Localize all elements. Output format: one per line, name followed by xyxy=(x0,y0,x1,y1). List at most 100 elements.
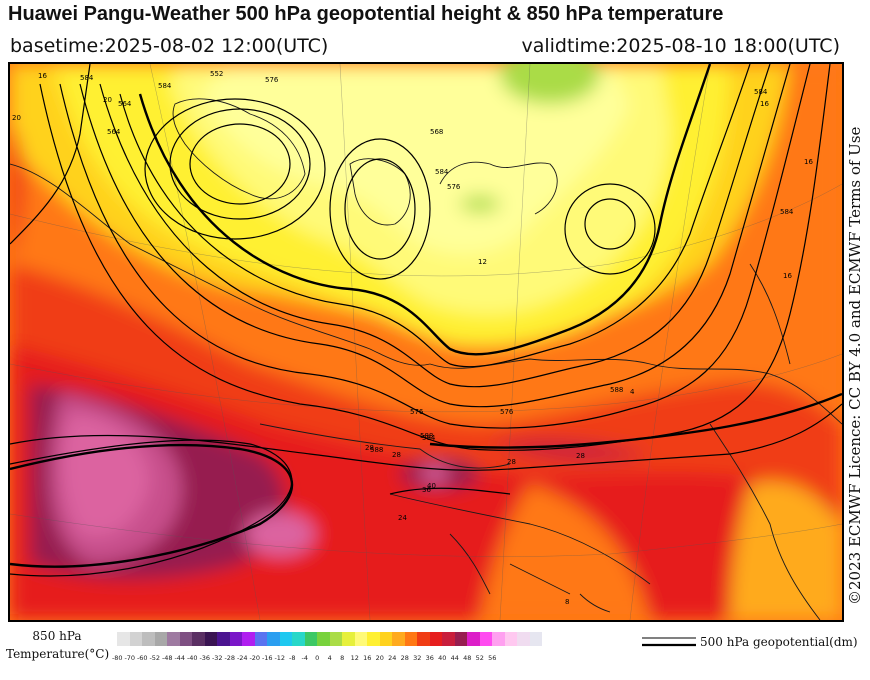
colorbar-swatch xyxy=(517,632,530,646)
colorbar-tick-label: 44 xyxy=(450,654,459,662)
bold-contours xyxy=(10,64,842,568)
colorbar-swatch xyxy=(429,632,442,646)
colorbar-swatch xyxy=(279,632,292,646)
colorbar-tick-label: -60 xyxy=(136,654,148,662)
contour-label: 576 xyxy=(447,183,461,191)
colorbar-tick-label: -70 xyxy=(124,654,136,662)
contour-label: 588 xyxy=(420,432,433,440)
colorbar-swatch xyxy=(267,632,280,646)
colorbar-swatch xyxy=(117,632,130,646)
colorbar-tick-label: -24 xyxy=(236,654,248,662)
colorbar-tick-label: -80 xyxy=(111,654,123,662)
colorbar-tick-label: -52 xyxy=(149,654,161,662)
colorbar-tick-label: -40 xyxy=(186,654,198,662)
colorbar-tick-label: 36 xyxy=(425,654,434,662)
temperature-labels: 20 16 20 16 16 28 28 28 36 40 28 24 16 1… xyxy=(12,72,813,606)
temp-label: 16 xyxy=(783,272,792,280)
colorbar-tick-label: -8 xyxy=(289,654,296,662)
colorbar-swatch xyxy=(417,632,430,646)
temp-label: 28 xyxy=(576,452,585,460)
contour-label: 584 xyxy=(80,74,94,82)
colorbar-tick-label: 40 xyxy=(438,654,447,662)
contour-label: 568 xyxy=(430,128,443,136)
colorbar-swatch xyxy=(179,632,192,646)
colorbar-swatch xyxy=(367,632,380,646)
colorbar-tick-label: -48 xyxy=(161,654,173,662)
colorbar-tick-label: -20 xyxy=(249,654,261,662)
temp-label: 24 xyxy=(398,514,407,522)
temp-label: 4 xyxy=(630,388,635,396)
colorbar-tick-label: 16 xyxy=(363,654,372,662)
colorbar-swatch xyxy=(529,632,542,646)
geopotential-key-lines xyxy=(642,637,696,647)
temperature-field xyxy=(10,64,842,620)
temp-label: 20 xyxy=(12,114,21,122)
colorbar-tick-label: 28 xyxy=(400,654,409,662)
colorbar-tick-label: 0 xyxy=(315,654,320,662)
weather-map: 552 564 564 568 584 576 584 576 584 588 … xyxy=(8,62,844,622)
colorbar-swatch xyxy=(204,632,217,646)
contour-labels: 552 564 564 568 584 576 584 576 584 588 … xyxy=(80,70,794,454)
colorbar-swatch xyxy=(467,632,480,646)
colorbar-swatch xyxy=(254,632,267,646)
colorbar-tick-label: -16 xyxy=(261,654,273,662)
colorbar-swatch xyxy=(229,632,242,646)
temp-label: 40 xyxy=(427,482,436,490)
temperature-legend-title: 850 hPa Temperature(°C) xyxy=(6,627,109,663)
colorbar-swatch xyxy=(342,632,355,646)
colorbar-swatch xyxy=(404,632,417,646)
temp-label: 36 xyxy=(422,486,431,494)
colorbar-swatch xyxy=(304,632,317,646)
colorbar-tick-label: -4 xyxy=(301,654,308,662)
contour-label: 584 xyxy=(780,208,794,216)
colorbar-tick-label: 48 xyxy=(463,654,472,662)
colorbar-swatch xyxy=(454,632,467,646)
temp-label: 28 xyxy=(507,458,516,466)
temp-label: 28 xyxy=(365,444,374,452)
colorbar-tick-label: 8 xyxy=(340,654,345,662)
temp-label: 16 xyxy=(38,72,47,80)
contour-label: 552 xyxy=(210,70,223,78)
colorbar-tick-label: 20 xyxy=(375,654,384,662)
colorbar-tick-label: -32 xyxy=(211,654,223,662)
colorbar-swatch xyxy=(167,632,180,646)
contour-label: 584 xyxy=(754,88,768,96)
temp-label: 28 xyxy=(392,451,401,459)
contour-label: 564 xyxy=(118,100,132,108)
temp-label: 12 xyxy=(478,258,487,266)
contour-label: 588 xyxy=(610,386,623,394)
colorbar-swatch xyxy=(479,632,492,646)
colorbar-tick-label: 12 xyxy=(350,654,359,662)
graticule xyxy=(10,64,842,620)
colorbar-swatch xyxy=(504,632,517,646)
colorbar-swatch xyxy=(354,632,367,646)
contour-label: 576 xyxy=(410,408,424,416)
colorbar-tick-label: 32 xyxy=(413,654,422,662)
colorbar-swatch xyxy=(329,632,342,646)
colorbar-tick-label: 4 xyxy=(327,654,332,662)
legend-title-line1: 850 hPa xyxy=(32,629,82,643)
temp-label: 20 xyxy=(103,96,112,104)
colorbar-swatch xyxy=(192,632,205,646)
basetime-label: basetime:2025-08-02 12:00(UTC) xyxy=(10,35,329,57)
contour-label: 576 xyxy=(500,408,514,416)
colorbar-swatch xyxy=(129,632,142,646)
colorbar-swatch xyxy=(492,632,505,646)
geopotential-contours xyxy=(10,64,842,577)
temp-label: 16 xyxy=(804,158,813,166)
contour-label: 564 xyxy=(107,128,121,136)
colorbar-tick-label: -36 xyxy=(199,654,211,662)
colorbar-swatch xyxy=(442,632,455,646)
contour-label: 584 xyxy=(435,168,449,176)
geopotential-key-label: 500 hPa geopotential(dm) xyxy=(700,635,858,649)
colorbar-swatch xyxy=(317,632,330,646)
chart-title: Huawei Pangu-Weather 500 hPa geopotentia… xyxy=(8,3,724,25)
colorbar-swatch xyxy=(379,632,392,646)
contour-label: 588 xyxy=(370,446,383,454)
temp-label: 8 xyxy=(565,598,569,606)
contour-label: 576 xyxy=(265,76,279,84)
temperature-ticks: -80 -70 -60 -52 -48 -44 -40 -36 -32 -28 -24 -20 -16-… xyxy=(111,654,499,666)
temp-label: 16 xyxy=(760,100,769,108)
temperature-colorbar xyxy=(117,632,542,646)
colorbar-tick-label: 56 xyxy=(488,654,497,662)
